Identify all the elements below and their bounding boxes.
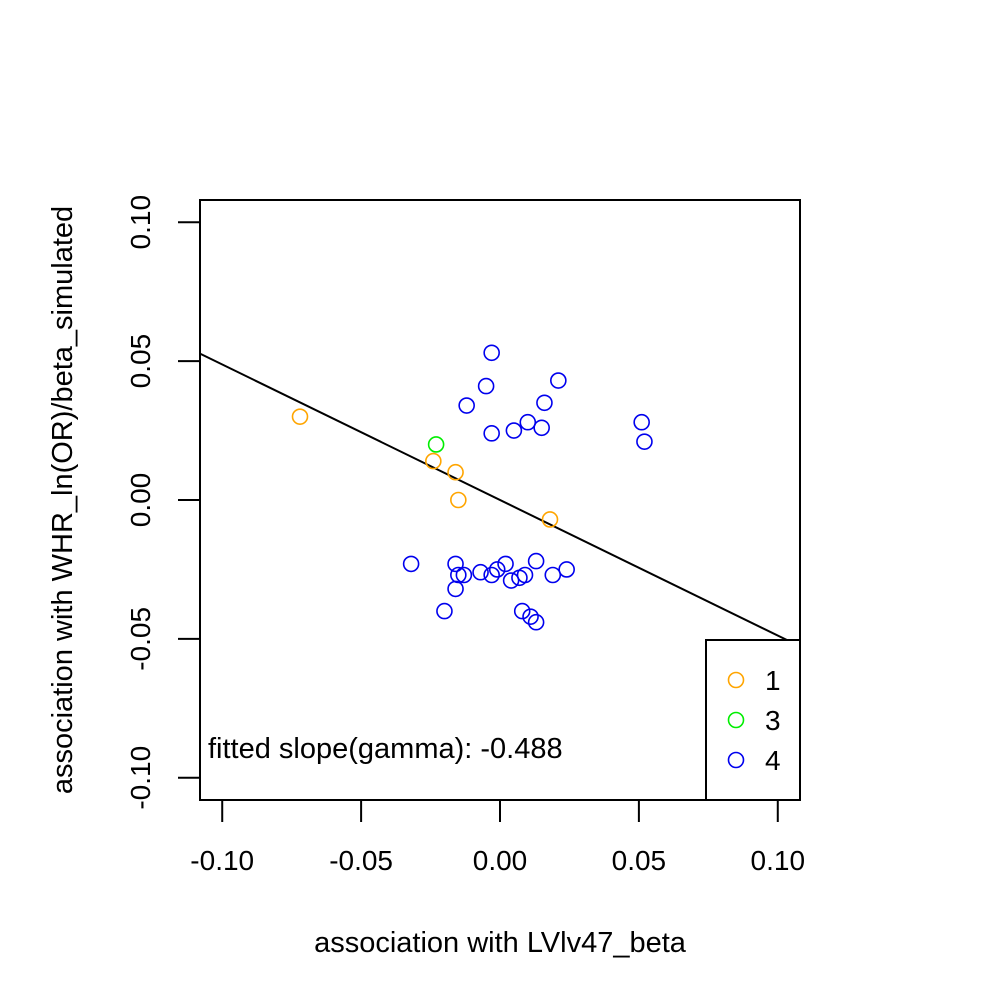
data-point-series-4: [513, 602, 531, 620]
data-point-series-4: [472, 563, 489, 581]
data-point-series-4: [483, 344, 500, 362]
data-point-series-4: [488, 561, 506, 578]
data-point-series-4: [483, 566, 500, 584]
data-point-series-4: [436, 602, 453, 620]
data-point-series-4: [483, 425, 500, 442]
data-point-series-4: [522, 608, 539, 625]
data-point-series-4: [536, 394, 553, 412]
x-tick-label: 0.05: [612, 845, 667, 876]
data-point-series-4: [527, 552, 545, 570]
x-axis-title: association with LVlv47_beta: [314, 927, 687, 959]
data-point-series-3: [427, 436, 445, 453]
data-point-series-4: [519, 413, 537, 431]
y-tick-label: -0.05: [125, 607, 156, 671]
data-point-series-1: [541, 511, 559, 528]
x-tick-label: -0.10: [190, 845, 254, 876]
y-tick-label: 0.10: [125, 195, 156, 250]
data-point-series-4: [505, 422, 523, 439]
y-tick-label: -0.10: [125, 746, 156, 810]
x-tick-label: -0.05: [329, 845, 393, 876]
legend-label-3: 3: [765, 705, 781, 736]
legend-marker-1: [727, 671, 745, 689]
legend-box: [705, 639, 801, 801]
data-point-series-4: [636, 433, 653, 450]
data-point-series-1: [447, 463, 464, 481]
legend: 1 3 4: [705, 639, 801, 801]
data-point-series-4: [633, 413, 650, 431]
legend-label-4: 4: [765, 745, 781, 776]
y-tick-label: 0.00: [125, 473, 156, 528]
data-point-series-4: [533, 419, 550, 437]
data-point-series-4: [527, 613, 545, 631]
data-point-series-4: [544, 566, 562, 584]
data-point-series-4: [458, 397, 475, 414]
legend-label-1: 1: [765, 665, 781, 696]
data-point-series-4: [516, 566, 534, 584]
fitted-slope-annotation: fitted slope(gamma): -0.488: [208, 733, 563, 765]
x-tick-label: 0.00: [473, 845, 528, 876]
data-point-series-1: [425, 452, 442, 470]
data-point-series-1: [450, 491, 467, 509]
y-axis-title: association with WHR_ln(OR)/beta_simulat…: [47, 206, 79, 794]
data-point-series-4: [447, 580, 464, 598]
x-tick-label: 0.10: [751, 845, 806, 876]
fitted-line: [199, 352, 801, 648]
data-point-series-4: [455, 566, 473, 584]
legend-marker-4: [727, 751, 745, 769]
data-point-series-4: [558, 561, 575, 578]
data-point-series-4: [497, 555, 514, 573]
y-tick-label: 0.05: [125, 334, 156, 389]
data-point-series-4: [502, 572, 520, 589]
legend-marker-3: [727, 711, 745, 729]
data-point-series-4: [550, 372, 567, 389]
data-point-series-4: [447, 555, 464, 573]
data-point-series-4: [402, 555, 420, 573]
data-point-series-4: [477, 377, 495, 395]
data-point-series-1: [291, 408, 309, 425]
